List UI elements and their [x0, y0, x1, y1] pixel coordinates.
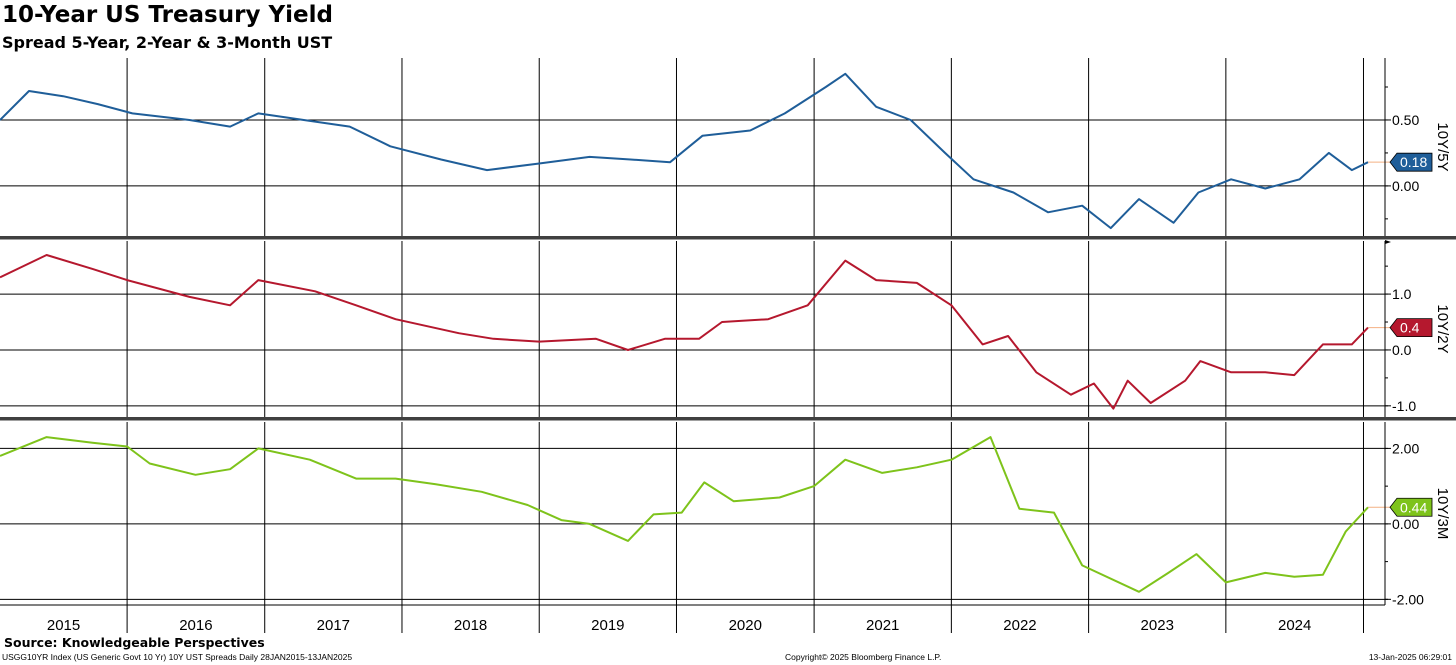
y-tick-label: 0.00: [1392, 516, 1419, 532]
chart-subtitle: Spread 5-Year, 2-Year & 3-Month UST: [2, 33, 333, 52]
last-value-flag: [1389, 497, 1433, 517]
y-tick-label: 0.50: [1392, 112, 1419, 128]
x-tick-label: 2015: [47, 617, 80, 634]
x-tick-label: 2024: [1278, 617, 1311, 634]
y-tick-label: -1.0: [1392, 398, 1416, 414]
y-tick-label: 1.0: [1392, 286, 1412, 302]
x-tick-label: 2019: [591, 617, 624, 634]
series-line-10y-2y: [0, 254, 1369, 410]
chart-title: 10-Year US Treasury Yield: [2, 2, 333, 28]
panel-separator: [0, 236, 1456, 240]
separator-marker: [1385, 240, 1391, 244]
last-value-label: 0.18: [1400, 154, 1427, 170]
series-name: 10Y/3M: [1434, 488, 1451, 540]
series-name: 10Y/5Y: [1434, 122, 1451, 171]
x-tick-label: 2022: [1003, 617, 1036, 634]
x-tick-label: 2016: [179, 617, 212, 634]
series-line-10y-3m: [0, 436, 1369, 593]
series-line-10y-5y: [0, 72, 1369, 230]
footer-copyright: Copyright© 2025 Bloomberg Finance L.P.: [785, 652, 942, 662]
x-tick-label: 2017: [317, 617, 350, 634]
footer-timestamp: 13-Jan-2025 06:29:01: [1368, 652, 1452, 662]
y-tick-label: -2.00: [1392, 591, 1424, 607]
x-tick-label: 2018: [454, 617, 487, 634]
y-tick-label: 0.00: [1392, 178, 1419, 194]
last-value-label: 0.44: [1400, 499, 1427, 515]
x-tick-label: 2021: [866, 617, 899, 634]
panel-separator: [0, 417, 1456, 421]
y-tick-label: 0.0: [1392, 342, 1412, 358]
last-value-label: 0.4: [1400, 320, 1420, 336]
last-value-flag: [1389, 152, 1433, 172]
footer-index-description: USGG10YR Index (US Generic Govt 10 Yr) 1…: [2, 652, 353, 662]
x-tick-label: 2023: [1141, 617, 1174, 634]
last-value-flag: [1389, 318, 1433, 338]
series-name: 10Y/2Y: [1434, 304, 1451, 353]
x-tick-label: 2020: [729, 617, 762, 634]
source-note: Source: Knowledgeable Perspectives: [4, 635, 265, 650]
y-tick-label: 2.00: [1392, 440, 1419, 456]
